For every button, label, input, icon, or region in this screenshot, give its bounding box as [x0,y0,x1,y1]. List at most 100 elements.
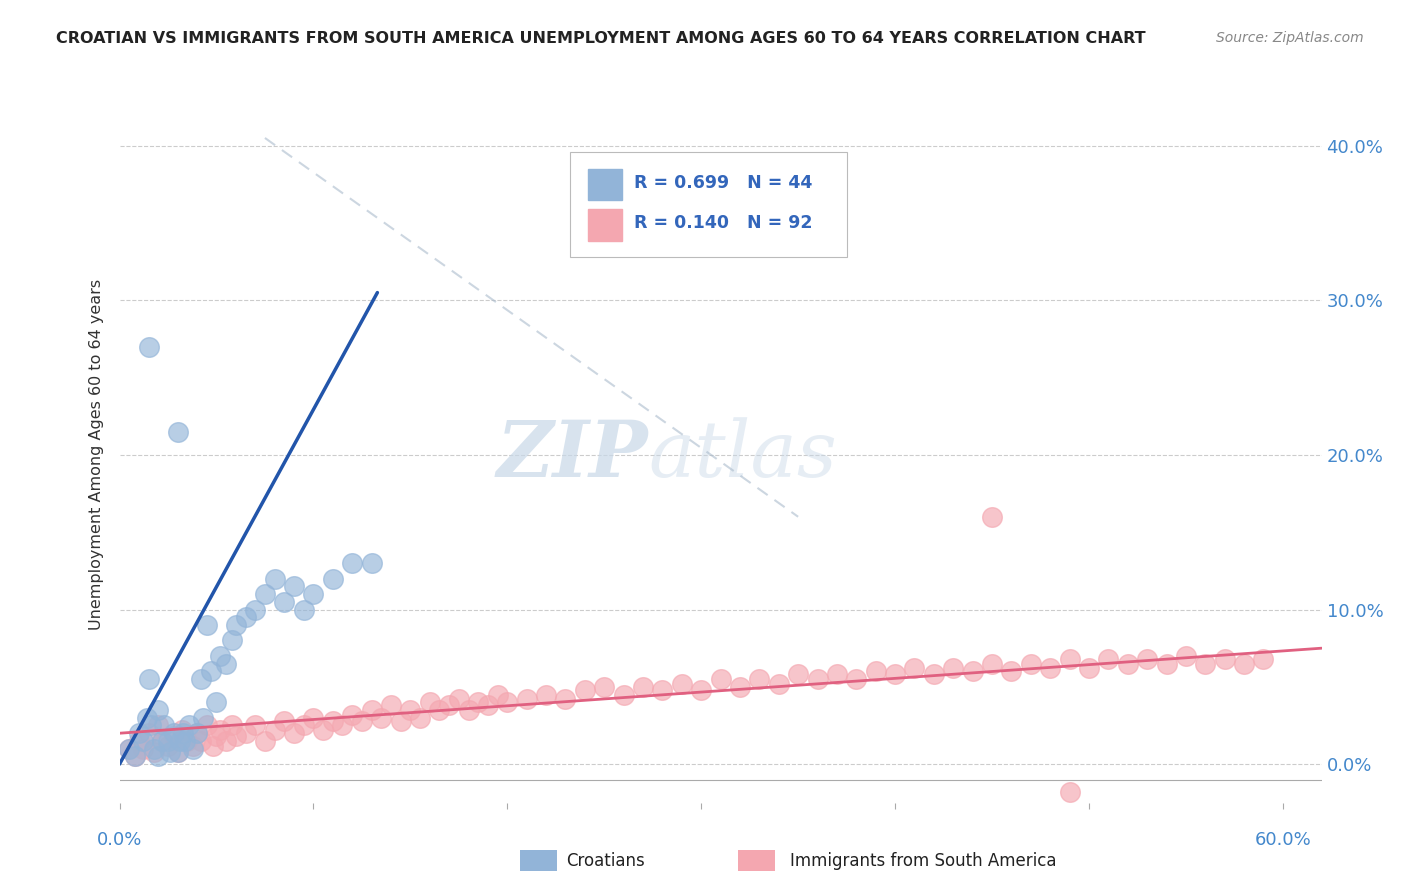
Point [139,718,162,732]
Point [399,703,422,717]
Point [534,688,557,702]
Text: R = 0.140   N = 92: R = 0.140 N = 92 [634,214,813,232]
Point [370,711,392,725]
Point [273,595,295,609]
Point [159,745,181,759]
Text: ZIP: ZIP [496,417,648,493]
Point [728,680,751,694]
Point [350,714,373,728]
Point [156,739,179,753]
Point [118,741,141,756]
Point [360,703,382,717]
Point [235,610,257,624]
Point [496,695,519,709]
Point [174,734,197,748]
Point [768,677,790,691]
Point [148,718,170,732]
Point [1253,652,1275,666]
Point [124,749,146,764]
Point [200,665,222,679]
Point [209,723,232,738]
Point [942,661,965,675]
Point [170,723,193,738]
Point [221,633,243,648]
Point [1059,652,1081,666]
Point [554,692,576,706]
Point [322,572,344,586]
Text: 0.0%: 0.0% [97,830,142,848]
Point [340,556,363,570]
Text: atlas: atlas [648,417,837,493]
Point [593,680,616,694]
Point [467,695,489,709]
Point [195,718,218,732]
Point [806,672,828,686]
Point [332,718,354,732]
Point [1116,657,1139,671]
Point [166,745,188,759]
Point [253,587,276,601]
Point [409,711,432,725]
Point [1039,661,1062,675]
Point [163,726,186,740]
Point [181,741,204,756]
Point [981,657,1004,671]
Point [195,618,218,632]
Point [574,682,596,697]
Point [138,340,160,354]
Point [150,734,173,748]
Point [1156,657,1178,671]
Point [884,667,907,681]
Point [419,695,441,709]
Point [132,741,155,756]
Point [1059,785,1081,799]
Point [447,692,470,706]
Point [128,726,150,740]
Text: Immigrants from South America: Immigrants from South America [790,852,1057,870]
Point [709,672,731,686]
Point [221,718,243,732]
Point [205,695,228,709]
Point [186,726,208,740]
Point [138,672,160,686]
Point [166,745,188,759]
Point [1136,652,1159,666]
Point [1213,652,1236,666]
FancyBboxPatch shape [571,153,846,257]
Point [457,703,479,717]
Point [690,682,713,697]
Point [225,618,247,632]
Text: Croatians: Croatians [567,852,645,870]
Point [191,711,214,725]
Point [263,572,285,586]
Text: Source: ZipAtlas.com: Source: ZipAtlas.com [1216,31,1364,45]
Point [312,723,335,738]
Point [176,734,198,748]
Point [380,698,402,713]
Point [360,556,382,570]
Point [631,680,654,694]
Point [981,509,1004,524]
Point [209,648,232,663]
Text: 60.0%: 60.0% [1254,830,1312,848]
Point [132,734,155,748]
Point [1000,665,1022,679]
Point [477,698,499,713]
Point [138,726,160,740]
Point [166,425,188,439]
Point [150,734,173,748]
Point [865,665,887,679]
Point [1233,657,1256,671]
Point [437,698,460,713]
Text: R = 0.699   N = 44: R = 0.699 N = 44 [634,174,813,192]
Point [245,602,267,616]
Point [215,734,238,748]
Point [169,734,191,748]
Point [486,688,509,702]
Point [143,745,166,759]
Point [135,711,157,725]
Point [128,734,150,748]
Point [302,587,325,601]
Y-axis label: Unemployment Among Ages 60 to 64 years: Unemployment Among Ages 60 to 64 years [89,279,104,631]
Bar [588,210,621,241]
